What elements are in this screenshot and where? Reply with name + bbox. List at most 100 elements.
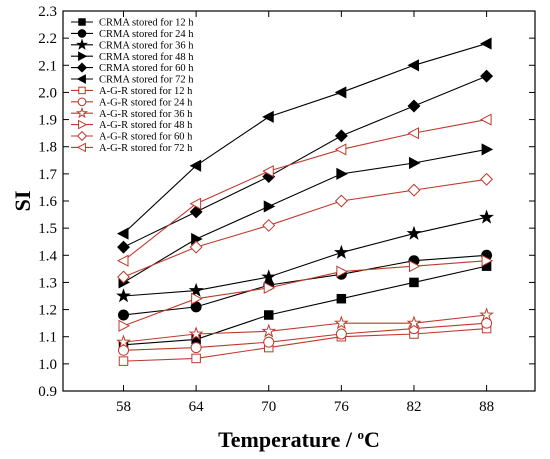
y-tick-label: 1.5 — [38, 221, 57, 237]
data-point — [191, 353, 201, 364]
data-point — [117, 270, 130, 284]
data-point — [189, 240, 203, 254]
data-point — [262, 165, 274, 178]
x-tick-label: 82 — [406, 399, 421, 415]
legend-item: CRMA stored for 36 h — [71, 38, 194, 51]
series-line — [123, 75, 487, 248]
y-tick-label: 1.7 — [38, 167, 57, 183]
data-point — [481, 317, 493, 329]
y-tick-label: 1.2 — [38, 303, 57, 319]
x-axis-title: Temperature / oC — [218, 427, 380, 452]
data-point — [190, 342, 202, 354]
y-tick-label: 0.9 — [38, 384, 57, 400]
series-1 — [118, 249, 493, 321]
data-point — [480, 113, 492, 126]
legend-label: CRMA stored for 24 h — [99, 29, 194, 40]
series-9 — [118, 254, 494, 332]
data-point — [263, 310, 274, 320]
data-point — [407, 59, 419, 72]
legend-marker — [76, 38, 88, 50]
y-tick-label: 2.0 — [38, 85, 57, 101]
data-point — [116, 254, 129, 267]
data-point — [263, 200, 276, 213]
data-point — [407, 99, 421, 113]
data-point — [336, 167, 348, 180]
x-tick-label: 58 — [116, 399, 131, 415]
data-point — [261, 269, 277, 284]
series-line — [123, 43, 487, 234]
series-2 — [116, 209, 494, 303]
legend-item: A-G-R stored for 24 h — [71, 97, 193, 108]
data-point — [334, 129, 348, 143]
data-point — [191, 292, 203, 305]
data-point — [262, 110, 274, 123]
legend-item: CRMA stored for 12 h — [71, 18, 194, 29]
series-5 — [116, 37, 492, 240]
y-tick-label: 1.0 — [38, 357, 57, 373]
legend-label: A-G-R stored for 48 h — [99, 120, 193, 131]
data-point — [408, 260, 421, 273]
legend-marker — [77, 29, 87, 38]
legend-label: CRMA stored for 48 h — [99, 52, 194, 63]
series-line — [123, 328, 487, 362]
series-11 — [116, 113, 492, 267]
data-point — [263, 336, 275, 348]
data-point — [480, 69, 494, 83]
legend-label: CRMA stored for 72 h — [99, 75, 194, 86]
legend-item: CRMA stored for 60 h — [71, 62, 194, 74]
data-point — [116, 227, 129, 240]
legend-item: CRMA stored for 48 h — [71, 51, 194, 63]
data-point — [407, 183, 421, 197]
series-line — [123, 148, 487, 283]
legend-item: A-G-R stored for 12 h — [71, 86, 193, 97]
data-point — [262, 218, 276, 232]
data-point — [118, 344, 130, 356]
legend-label: A-G-R stored for 24 h — [99, 97, 193, 108]
legend-marker — [78, 119, 88, 130]
data-point — [480, 172, 494, 186]
legend-item: A-G-R stored for 72 h — [71, 142, 193, 154]
legend-label: A-G-R stored for 12 h — [99, 86, 193, 97]
legend-label: A-G-R stored for 36 h — [99, 109, 193, 120]
legend-marker — [76, 74, 86, 84]
data-point — [334, 143, 347, 156]
series-6 — [118, 323, 492, 366]
data-point — [481, 254, 494, 267]
series-8 — [116, 307, 494, 349]
legend-marker — [76, 130, 88, 142]
data-point — [409, 277, 419, 288]
data-point — [188, 326, 204, 341]
series-line — [123, 260, 487, 327]
legend-item: CRMA stored for 72 h — [71, 74, 194, 86]
y-tick-label: 1.9 — [38, 113, 57, 129]
data-point — [117, 240, 130, 254]
legend-item: CRMA stored for 24 h — [71, 29, 194, 40]
legend-label: CRMA stored for 36 h — [99, 40, 194, 51]
legend-label: CRMA stored for 12 h — [99, 18, 194, 29]
x-tick-label: 76 — [334, 399, 350, 415]
y-tick-label: 1.3 — [38, 275, 57, 291]
data-point — [118, 356, 129, 366]
x-tick-label: 64 — [189, 399, 205, 415]
data-point — [336, 265, 348, 278]
series-line — [123, 314, 487, 343]
y-tick-label: 1.6 — [38, 194, 57, 210]
series-layer — [116, 37, 494, 366]
legend-item: A-G-R stored for 60 h — [71, 130, 193, 143]
legend-marker — [78, 51, 88, 62]
series-3 — [118, 143, 494, 289]
x-tick-label: 88 — [479, 399, 494, 415]
data-point — [118, 309, 130, 321]
legend-marker — [76, 142, 86, 153]
y-axis-title: SI — [10, 191, 35, 212]
series-line — [123, 265, 487, 346]
legend-marker — [78, 86, 86, 95]
data-point — [479, 209, 494, 224]
legend-label: A-G-R stored for 60 h — [99, 132, 193, 143]
legend-item: A-G-R stored for 48 h — [71, 119, 193, 131]
y-tick-label: 1.8 — [38, 140, 57, 156]
series-10 — [117, 172, 494, 284]
legend-marker — [78, 18, 86, 26]
